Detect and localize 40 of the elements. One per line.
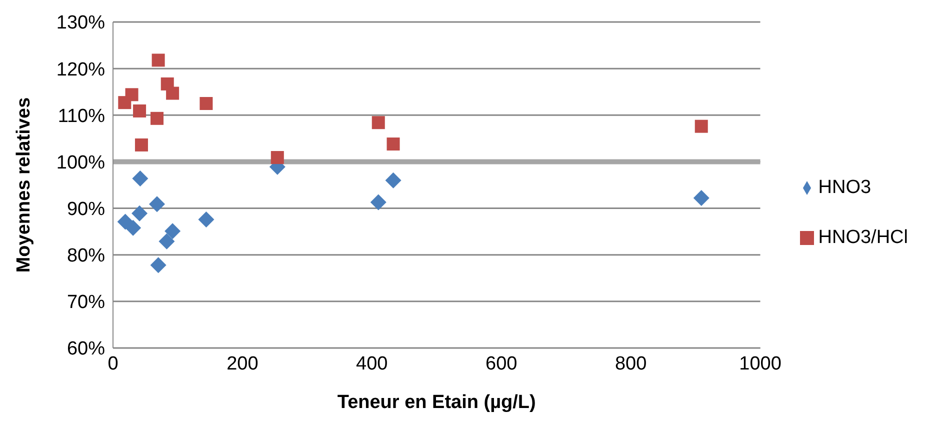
- point: [270, 151, 284, 164]
- x-tick-label: 600: [486, 353, 518, 374]
- point: [164, 223, 181, 240]
- point: [693, 190, 710, 206]
- x-tick-label: 800: [614, 353, 647, 374]
- point: [370, 194, 386, 210]
- point: [372, 116, 385, 130]
- point: [694, 120, 708, 133]
- point: [133, 104, 146, 118]
- x-tick-label: 1000: [739, 353, 782, 374]
- x-axis-title: Teneur en Etain (µg/L): [337, 392, 536, 413]
- legend-label: HNO3/HCl: [818, 227, 908, 248]
- point: [149, 196, 166, 212]
- y-tick-label: 70%: [66, 292, 106, 314]
- point: [125, 88, 138, 102]
- point: [385, 172, 402, 188]
- y-tick-label: 120%: [56, 59, 106, 80]
- point: [386, 138, 400, 151]
- point: [198, 211, 214, 228]
- point: [158, 233, 175, 250]
- y-tick-label: 90%: [66, 199, 106, 220]
- y-axis-title: Moyennes relatives: [14, 97, 35, 273]
- point: [166, 86, 180, 100]
- point: [200, 97, 213, 110]
- point: [125, 220, 142, 236]
- point: [152, 54, 165, 67]
- x-tick-label: 400: [356, 353, 388, 374]
- point: [150, 112, 164, 125]
- legend-label: HNO3: [818, 177, 872, 198]
- point: [134, 138, 148, 152]
- x-tick-label: 0: [108, 353, 118, 374]
- y-tick-label: 110%: [58, 106, 106, 127]
- y-tick-label: 100%: [56, 152, 106, 174]
- y-tick-label: 130%: [56, 12, 106, 34]
- y-tick-label: 60%: [66, 338, 106, 360]
- point: [132, 205, 148, 222]
- point: [132, 170, 148, 186]
- y-tick-label: 80%: [66, 246, 106, 267]
- x-tick-label: 200: [226, 353, 258, 374]
- point: [150, 257, 166, 274]
